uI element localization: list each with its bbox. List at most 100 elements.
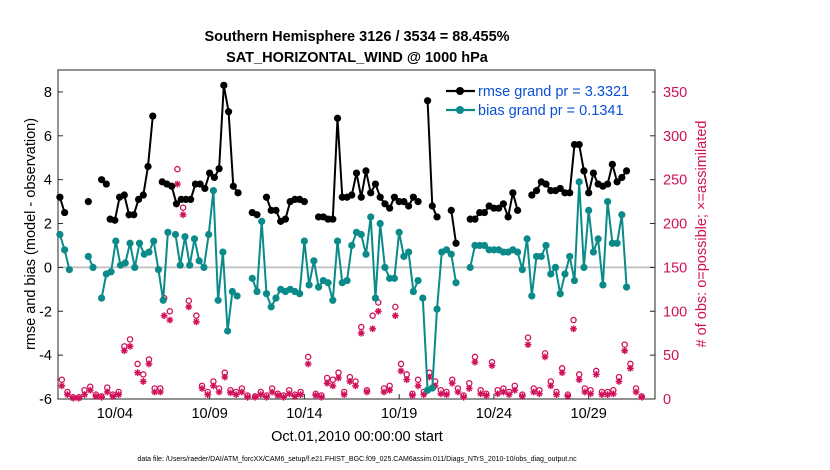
rmse-marker: [371, 180, 380, 188]
obs-assimilated-marker: [244, 393, 251, 401]
rmse-marker: [61, 208, 69, 217]
obs-assimilated-marker: [156, 388, 164, 396]
obs-assimilated-stroke: [104, 389, 111, 395]
bias-marker: [310, 257, 318, 265]
rmse-marker: [352, 169, 361, 177]
obs-assimilated-stroke: [536, 390, 543, 397]
bias-marker: [107, 268, 115, 276]
bias-marker: [56, 230, 64, 239]
obs-assimilated-stroke: [477, 390, 484, 397]
obs-assimilated-stroke: [193, 318, 200, 325]
obs-assimilated-marker: [505, 391, 513, 399]
obs-assimilated-marker: [626, 364, 634, 372]
obs-assimilated-stroke: [185, 303, 192, 310]
obs-assimilated-marker: [374, 307, 382, 315]
obs-assimilated-marker: [126, 342, 134, 350]
rmse-marker: [447, 206, 455, 214]
bias-marker: [513, 248, 522, 256]
obs-assimilated-stroke: [115, 391, 122, 398]
obs-assimilated-marker: [145, 360, 153, 368]
obs-assimilated-stroke: [627, 365, 634, 372]
obs-assimilated-stroke: [335, 375, 342, 381]
chart-title-line1: Southern Hemisphere 3126 / 3534 = 88.455…: [204, 29, 509, 45]
rmse-marker: [452, 239, 460, 247]
rmse-marker: [528, 191, 536, 199]
obs-assimilated-marker: [304, 360, 312, 368]
obs-assimilated-marker: [541, 353, 549, 361]
obs-assimilated-marker: [397, 367, 405, 375]
obs-assimilated-stroke: [297, 391, 304, 398]
obs-assimilated-stroke: [244, 394, 251, 401]
bias-marker: [164, 228, 172, 236]
x-axis-label: Oct.01,2010 00:00:00 start: [271, 429, 443, 445]
obs-assimilated-marker: [285, 390, 293, 398]
obs-possible-marker: [392, 303, 399, 311]
obs-assimilated-stroke: [398, 368, 404, 374]
rmse-marker: [608, 160, 616, 168]
obs-assimilated-marker: [115, 391, 123, 399]
bias-marker: [253, 287, 261, 296]
obs-assimilated-stroke: [564, 393, 571, 400]
obs-assimilated-stroke: [547, 382, 554, 389]
obs-assimilated-stroke: [415, 382, 421, 389]
y-left-tick-label: -6: [39, 392, 52, 408]
obs-assimilated-stroke: [180, 211, 186, 218]
y-right-tick-label: 350: [663, 85, 687, 101]
rmse-marker: [215, 165, 223, 173]
obs-assimilated-stroke: [500, 389, 507, 395]
bias-marker: [362, 250, 370, 258]
obs-assimilated-marker: [592, 371, 600, 378]
obs-assimilated-marker: [210, 382, 217, 390]
obs-assimilated-stroke: [64, 391, 71, 398]
bias-marker: [61, 246, 69, 254]
obs-assimilated-marker: [174, 180, 181, 188]
obs-possible-marker: [414, 376, 422, 383]
rmse-marker: [144, 162, 152, 171]
obs-possible-marker: [134, 360, 141, 368]
legend-rmse-marker: [456, 87, 464, 95]
bias-marker: [131, 263, 139, 271]
bias-marker: [433, 305, 441, 313]
x-tick-label: 10/24: [476, 406, 512, 422]
obs-assimilated-stroke: [227, 389, 234, 396]
obs-assimilated-marker: [391, 312, 399, 320]
obs-assimilated-marker: [198, 385, 206, 392]
rmse-marker: [499, 200, 507, 208]
obs-assimilated-stroke: [460, 394, 467, 401]
obs-assimilated-stroke: [519, 393, 526, 400]
obs-assimilated-marker: [609, 390, 617, 398]
obs-assimilated-marker: [268, 388, 276, 396]
obs-assimilated-stroke: [204, 391, 211, 398]
obs-assimilated-stroke: [621, 347, 628, 354]
obs-assimilated-stroke: [252, 394, 258, 401]
obs-assimilated-marker: [564, 392, 572, 400]
bias-marker: [121, 259, 129, 267]
obs-assimilated-marker: [403, 376, 411, 384]
obs-assimilated-stroke: [166, 317, 173, 323]
rmse-marker: [281, 215, 290, 223]
rmse-marker: [376, 193, 384, 201]
obs-assimilated-marker: [318, 393, 325, 401]
obs-assimilated-marker: [380, 388, 388, 396]
legend-bias-label: bias grand pr = 0.1341: [478, 103, 624, 119]
rmse-marker: [381, 200, 389, 208]
bias-marker: [296, 290, 304, 298]
rmse-marker: [604, 180, 612, 188]
obs-assimilated-marker: [357, 329, 365, 337]
rmse-marker: [471, 215, 479, 223]
rmse-marker: [272, 206, 280, 214]
rmse-marker: [333, 114, 342, 122]
bias-marker: [135, 239, 144, 247]
bias-marker: [414, 276, 422, 285]
obs-assimilated-marker: [471, 358, 479, 366]
obs-assimilated-stroke: [98, 394, 105, 401]
obs-assimilated-marker: [215, 388, 223, 396]
bias-marker: [395, 228, 403, 236]
obs-assimilated-stroke: [449, 380, 456, 387]
obs-assimilated-stroke: [525, 341, 531, 348]
bias-marker: [305, 281, 313, 289]
obs-assimilated-marker: [581, 388, 589, 396]
obs-assimilated-stroke: [352, 382, 359, 389]
obs-assimilated-marker: [570, 325, 577, 333]
obs-assimilated-marker: [547, 382, 555, 390]
